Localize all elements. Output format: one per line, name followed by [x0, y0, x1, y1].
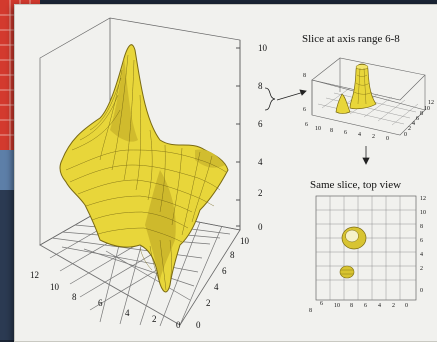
- surface-plot: [59, 44, 229, 293]
- slice-front-tick: 10: [315, 126, 321, 132]
- arrow-to-slice: [276, 89, 307, 101]
- slice-front-tick: 8: [330, 128, 333, 134]
- left-tick: 12: [30, 270, 39, 280]
- top-right-tick: 8: [420, 224, 423, 230]
- slice-z-tick: 8: [303, 73, 306, 79]
- right-tick: 4: [214, 282, 219, 292]
- slice-peak-large: [349, 63, 377, 110]
- slice-range-brace: [264, 87, 276, 111]
- slice-right-tick: 4: [412, 121, 415, 127]
- left-tick: 0: [176, 320, 181, 330]
- z-tick: 10: [258, 43, 268, 53]
- top-view-peak-small: [339, 265, 355, 279]
- top-bottom-tick: 6: [320, 301, 323, 307]
- top-view-plot: Same slice, top view 12 10 8 6: [309, 179, 426, 314]
- z-tick: 0: [258, 222, 263, 232]
- top-bottom-tick: 8: [309, 308, 312, 314]
- top-right-tick: 0: [420, 288, 423, 294]
- top-bottom-tick: 4: [378, 303, 381, 309]
- top-bottom-tick: 10: [334, 303, 340, 309]
- z-tick: 6: [258, 119, 263, 129]
- right-tick: 0: [196, 320, 201, 330]
- slice-right-tick: 8: [420, 111, 423, 117]
- top-right-tick: 2: [420, 266, 423, 272]
- z-axis: 10 8 6 4 2 0: [236, 40, 268, 232]
- slice-z-tick: 6: [303, 107, 306, 113]
- left-tick: 8: [72, 292, 77, 302]
- slice-plot: Slice at axis range 6-8: [302, 33, 434, 142]
- top-bottom-tick: 6: [364, 303, 367, 309]
- top-right-tick: 10: [420, 210, 426, 216]
- slice-right-tick: 6: [416, 116, 419, 122]
- slice-front-tick: 0: [386, 136, 389, 142]
- top-bottom-tick: 2: [392, 303, 395, 309]
- z-tick: 4: [258, 157, 263, 167]
- z-tick: 2: [258, 188, 263, 198]
- slice-right-tick: 0: [404, 132, 407, 138]
- top-right-tick: 4: [420, 252, 423, 258]
- slice-front-tick: 6: [344, 130, 347, 136]
- slice-right-tick: 10: [424, 106, 430, 112]
- left-tick: 4: [125, 308, 130, 318]
- top-right-tick: 6: [420, 238, 423, 244]
- top-right-tick: 12: [420, 196, 426, 202]
- top-view-title: Same slice, top view: [310, 179, 401, 191]
- left-tick: 2: [152, 314, 157, 324]
- right-tick: 10: [240, 236, 250, 246]
- slice-front-tick: 4: [358, 132, 361, 138]
- arrow-to-top-view: [362, 146, 370, 165]
- right-tick: 6: [222, 266, 227, 276]
- right-tick: 2: [206, 298, 211, 308]
- left-tick: 10: [50, 282, 60, 292]
- left-axis: 12 10 8 6 4 2 0: [30, 270, 181, 330]
- slice-front-tick: 6: [305, 122, 308, 128]
- top-bottom-tick: 8: [350, 303, 353, 309]
- slice-plot-title: Slice at axis range 6-8: [302, 33, 400, 45]
- left-tick: 6: [98, 298, 103, 308]
- slice-right-tick: 2: [408, 126, 411, 132]
- z-tick: 8: [258, 81, 263, 91]
- slice-peak-small: [335, 93, 351, 114]
- slice-front-tick: 2: [372, 134, 375, 140]
- right-axis: 0 2 4 6 8 10: [196, 236, 250, 330]
- top-bottom-tick: 0: [405, 303, 408, 309]
- slice-right-tick: 12: [428, 100, 434, 106]
- main-plot: 10 8 6 4 2 0 12 10 8 6 4 2 0 0 2 4 6 8 1…: [30, 17, 276, 330]
- right-tick: 8: [230, 250, 235, 260]
